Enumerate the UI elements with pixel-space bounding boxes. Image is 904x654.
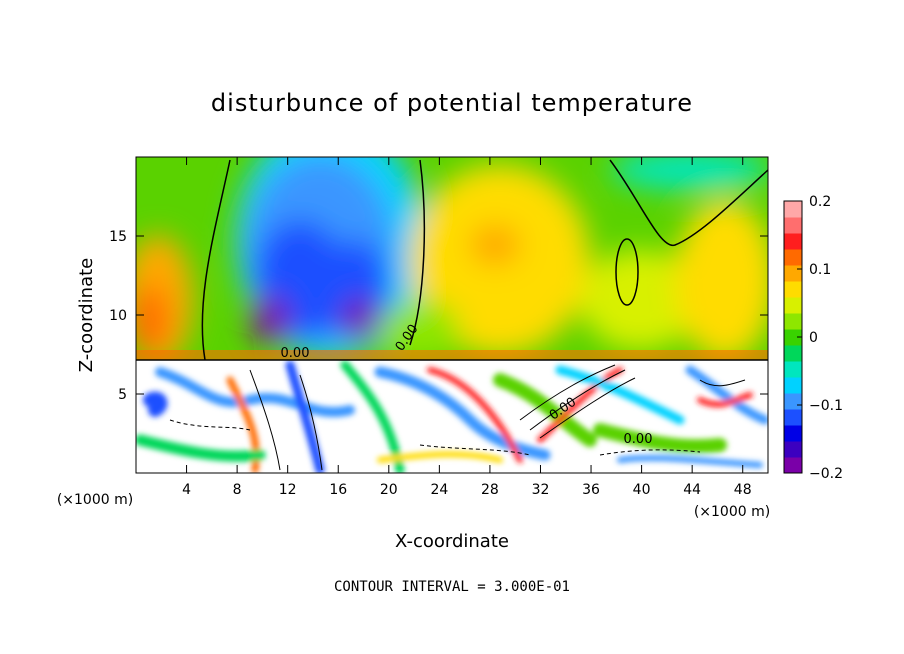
y-tick-label: 10 bbox=[109, 308, 127, 324]
y-tick-label: 15 bbox=[109, 229, 127, 245]
x-tick-label: 16 bbox=[329, 482, 347, 498]
colorbar-segment bbox=[784, 217, 802, 234]
colorbar-segment bbox=[784, 441, 802, 458]
colorbar-segment bbox=[784, 201, 802, 218]
colorbar-segment bbox=[784, 297, 802, 314]
colorbar-ticks: 0.2 0.1 0 −0.1 −0.2 bbox=[797, 194, 843, 482]
y-axis-label: Z-coordinate bbox=[76, 258, 97, 373]
contour-label: 0.00 bbox=[281, 346, 310, 361]
lower-field bbox=[136, 360, 768, 473]
colorbar-segment bbox=[784, 361, 802, 378]
contour-label: 0.00 bbox=[624, 432, 653, 447]
x-axis-ticks: 4 8 12 16 20 24 28 32 36 40 44 48 bbox=[182, 157, 752, 498]
colorbar-segment bbox=[784, 313, 802, 330]
colorbar-segment bbox=[784, 265, 802, 282]
x-tick-label: 36 bbox=[582, 482, 600, 498]
colorbar-segment bbox=[784, 377, 802, 394]
colorbar-segment bbox=[784, 425, 802, 442]
contour-interval-note: CONTOUR INTERVAL = 3.000E-01 bbox=[334, 579, 570, 595]
x-tick-label: 4 bbox=[182, 482, 191, 498]
colorbar-segment bbox=[784, 329, 802, 346]
x-unit-label-right: (×1000 m) bbox=[694, 504, 770, 520]
x-tick-label: 40 bbox=[633, 482, 651, 498]
x-tick-label: 8 bbox=[233, 482, 242, 498]
x-tick-label: 20 bbox=[380, 482, 398, 498]
colorbar-tick-label: −0.1 bbox=[809, 398, 843, 414]
x-unit-label-left: (×1000 m) bbox=[57, 492, 133, 508]
colorbar-tick-label: −0.2 bbox=[809, 466, 843, 482]
colorbar-segment bbox=[784, 457, 802, 474]
colorbar-segment bbox=[784, 281, 802, 298]
chart-title: disturbunce of potential temperature bbox=[211, 89, 693, 117]
y-tick-label: 5 bbox=[118, 387, 127, 403]
colorbar-tick-label: 0 bbox=[809, 330, 818, 346]
upper-field bbox=[136, 157, 768, 360]
x-tick-label: 44 bbox=[683, 482, 701, 498]
x-axis-label: X-coordinate bbox=[395, 531, 509, 552]
colorbar-segment bbox=[784, 393, 802, 410]
colorbar bbox=[784, 201, 802, 474]
y-axis-ticks: 5 10 15 bbox=[109, 229, 768, 403]
colorbar-segment bbox=[784, 233, 802, 250]
colorbar-segment bbox=[784, 345, 802, 362]
x-tick-label: 24 bbox=[430, 482, 448, 498]
x-tick-label: 12 bbox=[279, 482, 297, 498]
colorbar-segment bbox=[784, 249, 802, 266]
colorbar-tick-label: 0.1 bbox=[809, 262, 831, 278]
x-tick-label: 28 bbox=[481, 482, 499, 498]
colorbar-tick-label: 0.2 bbox=[809, 194, 831, 210]
closed-contour bbox=[615, 238, 639, 306]
zero-contour-upper bbox=[201, 159, 769, 361]
x-tick-label: 48 bbox=[734, 482, 752, 498]
colorbar-segment bbox=[784, 409, 802, 426]
x-tick-label: 32 bbox=[532, 482, 550, 498]
